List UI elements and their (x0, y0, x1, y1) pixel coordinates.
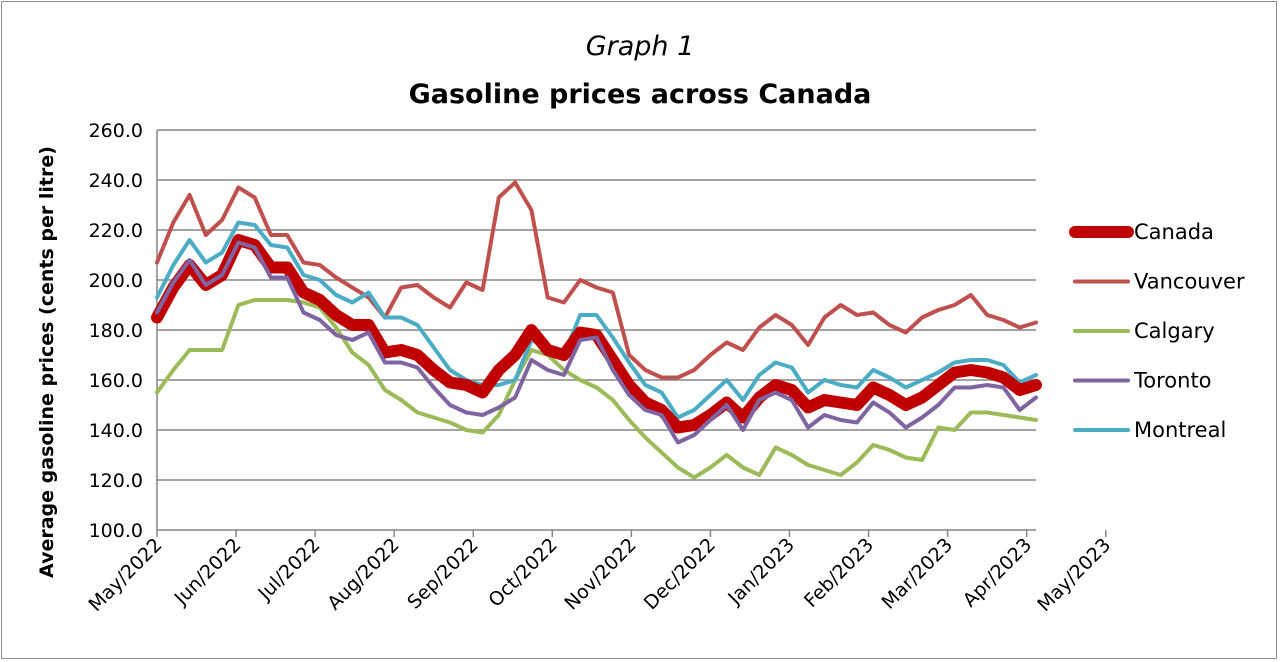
x-tick-label: Jun/2022 (170, 534, 246, 610)
series-line-canada (151, 234, 1042, 434)
series-line-vancouver (155, 180, 1038, 380)
chart-subtitle: Gasoline prices across Canada (409, 79, 872, 110)
y-tick-label: 200.0 (89, 270, 143, 292)
y-axis-tick-labels: 100.0 120.0 140.0 160.0 180.0 200.0 220.0 240.0… (89, 120, 143, 542)
x-tick-label: Aug/2022 (323, 534, 404, 615)
x-tick-label: Dec/2022 (640, 534, 720, 614)
x-tick-label: Jul/2022 (253, 534, 324, 605)
legend-label-toronto: Toronto (1133, 369, 1212, 393)
y-tick-label: 240.0 (89, 170, 143, 192)
series-line-montreal (155, 220, 1038, 420)
y-tick-label: 120.0 (89, 470, 143, 492)
series-line-toronto (155, 240, 1038, 445)
legend-label-canada: Canada (1134, 220, 1214, 244)
x-tick-label: May/2022 (84, 534, 166, 616)
y-tick-label: 140.0 (89, 420, 143, 442)
gridlines (157, 129, 1036, 481)
x-tick-label: Nov/2022 (560, 534, 640, 614)
y-tick-label: 220.0 (89, 220, 143, 242)
legend: Canada Vancouver Calgary Toronto Montreal (1069, 220, 1245, 442)
x-tick-label: Oct/2022 (484, 534, 562, 612)
x-tick-label: Apr/2023 (959, 534, 1037, 612)
legend-label-vancouver: Vancouver (1134, 270, 1245, 294)
y-axis-label: Average gasoline prices (cents per litre… (36, 146, 58, 578)
series-line-calgary (155, 298, 1038, 480)
x-tick-label: Jan/2023 (723, 534, 799, 610)
x-tick-label: Feb/2023 (800, 534, 878, 612)
y-tick-label: 260.0 (89, 120, 143, 142)
x-tick-label: Mar/2023 (878, 534, 958, 614)
y-tick-label: 100.0 (89, 520, 143, 542)
axes (156, 130, 1107, 537)
x-tick-label: May/2023 (1033, 534, 1115, 616)
legend-label-calgary: Calgary (1134, 319, 1215, 343)
legend-label-montreal: Montreal (1134, 418, 1226, 442)
chart-title: Graph 1 (586, 31, 695, 62)
y-tick-label: 180.0 (89, 320, 143, 342)
series-lines (151, 180, 1042, 480)
x-tick-label: Sep/2022 (403, 534, 483, 614)
y-tick-label: 160.0 (89, 370, 143, 392)
